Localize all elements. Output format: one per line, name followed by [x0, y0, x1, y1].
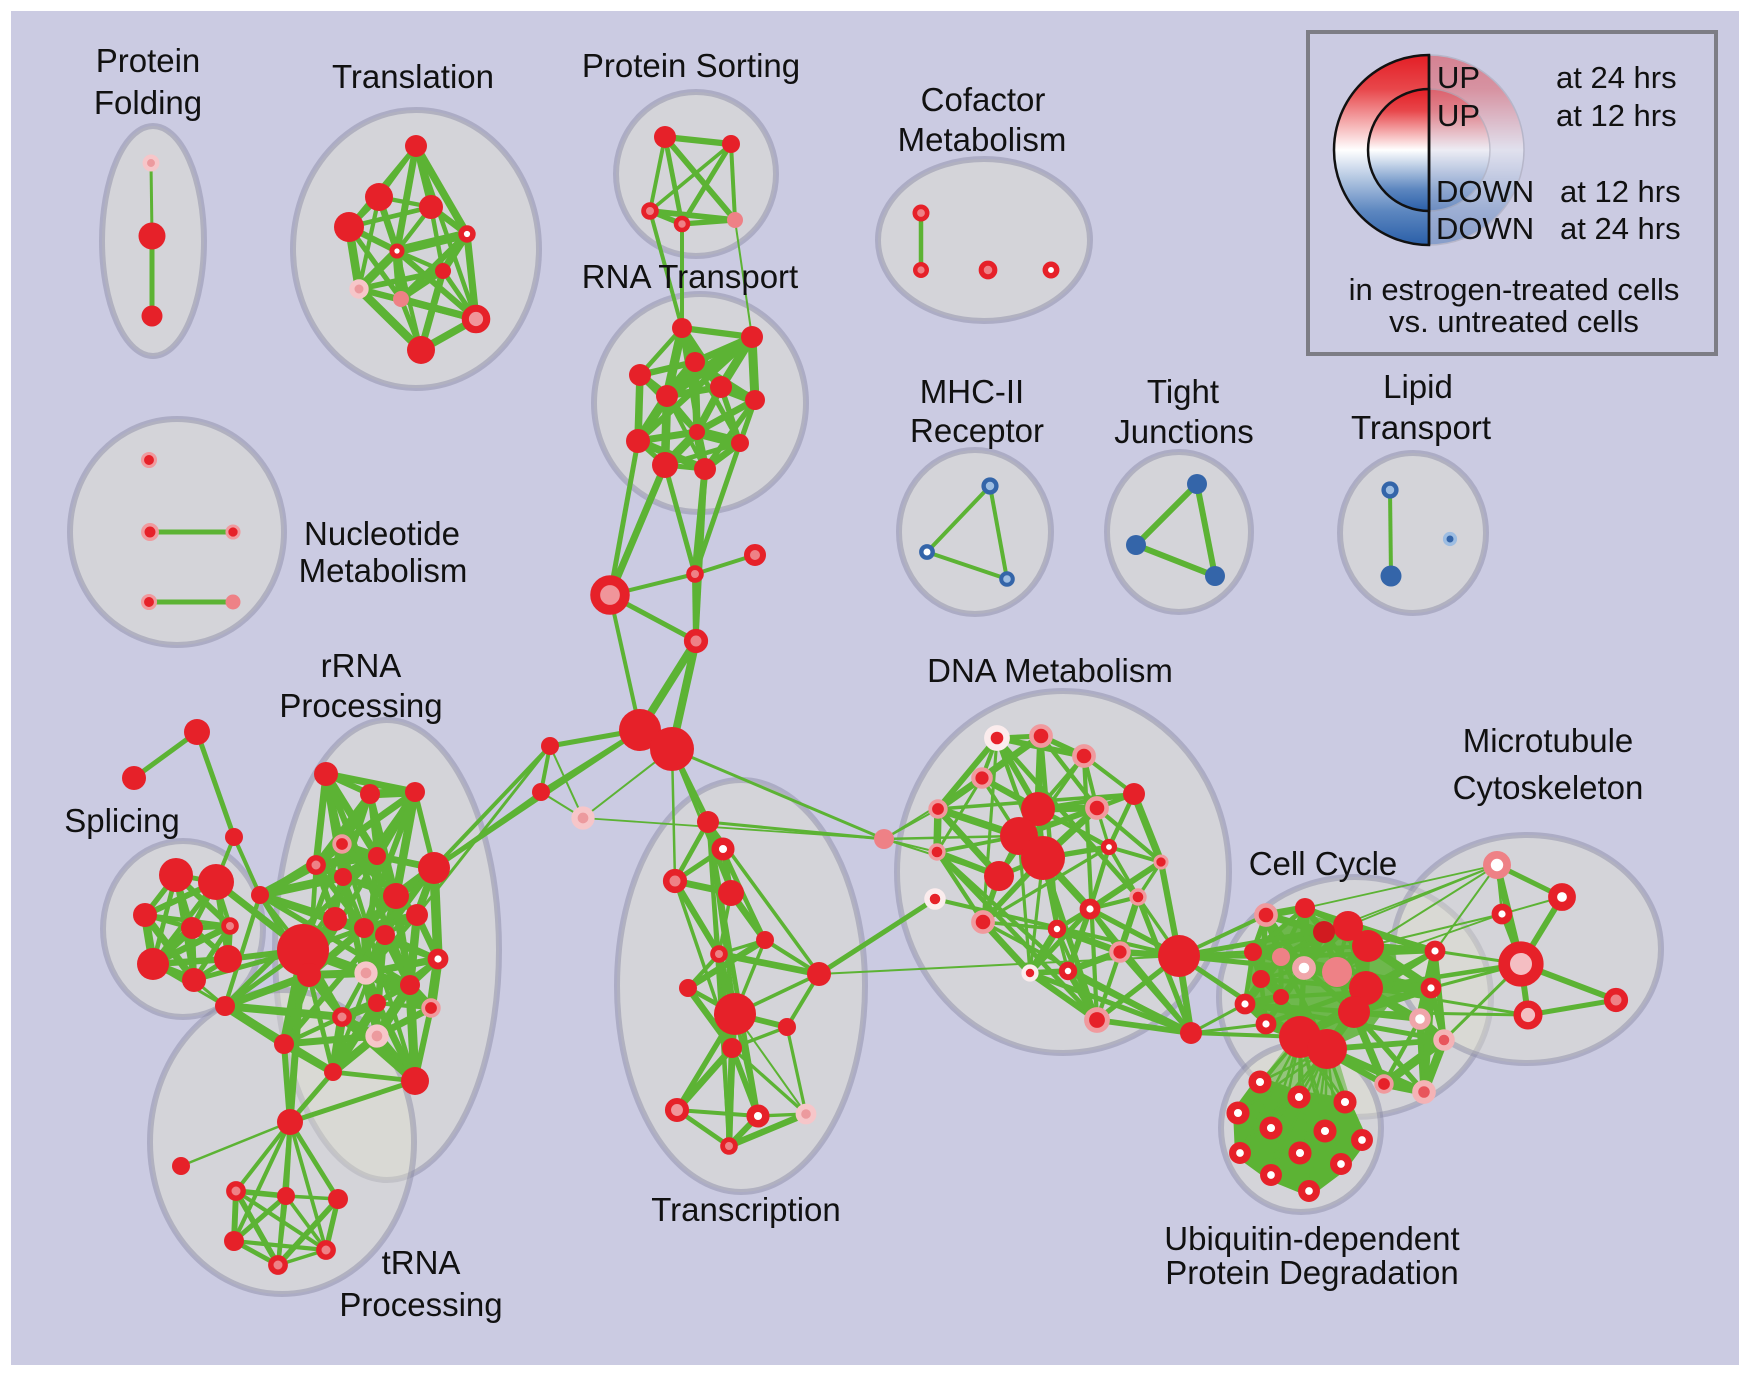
svg-text:rRNA: rRNA [321, 647, 402, 684]
svg-text:Ubiquitin-dependent: Ubiquitin-dependent [1164, 1220, 1459, 1257]
svg-text:Microtubule: Microtubule [1463, 722, 1634, 759]
svg-text:Cofactor: Cofactor [921, 81, 1046, 118]
svg-text:at 24 hrs: at 24 hrs [1556, 60, 1677, 95]
svg-text:Tight: Tight [1147, 373, 1219, 410]
svg-text:MHC-II: MHC-II [920, 373, 1024, 410]
svg-text:vs. untreated cells: vs. untreated cells [1389, 304, 1639, 339]
svg-text:Metabolism: Metabolism [299, 552, 468, 589]
svg-text:DOWN: DOWN [1436, 211, 1534, 246]
svg-text:at 12 hrs: at 12 hrs [1560, 174, 1681, 209]
svg-text:DOWN: DOWN [1436, 174, 1534, 209]
svg-text:Folding: Folding [94, 84, 202, 121]
svg-text:Protein Degradation: Protein Degradation [1165, 1254, 1459, 1291]
svg-text:Translation: Translation [332, 58, 494, 95]
svg-text:Protein: Protein [96, 42, 201, 79]
svg-text:Splicing: Splicing [64, 802, 180, 839]
svg-text:in estrogen-treated cells: in estrogen-treated cells [1349, 272, 1680, 307]
svg-text:Processing: Processing [279, 687, 442, 724]
svg-text:UP: UP [1437, 98, 1480, 133]
svg-text:Receptor: Receptor [910, 412, 1044, 449]
svg-text:Protein Sorting: Protein Sorting [582, 47, 800, 84]
svg-text:Transcription: Transcription [651, 1191, 841, 1228]
svg-text:UP: UP [1437, 60, 1480, 95]
svg-text:at 12 hrs: at 12 hrs [1556, 98, 1677, 133]
svg-text:at 24 hrs: at 24 hrs [1560, 211, 1681, 246]
svg-text:Junctions: Junctions [1114, 413, 1253, 450]
svg-text:Metabolism: Metabolism [898, 121, 1067, 158]
svg-text:Nucleotide: Nucleotide [304, 515, 460, 552]
svg-text:Lipid: Lipid [1383, 368, 1453, 405]
svg-text:Cytoskeleton: Cytoskeleton [1453, 769, 1644, 806]
svg-text:DNA Metabolism: DNA Metabolism [927, 652, 1173, 689]
svg-text:Processing: Processing [339, 1286, 502, 1323]
svg-text:Cell Cycle: Cell Cycle [1249, 845, 1398, 882]
svg-text:Transport: Transport [1351, 409, 1491, 446]
svg-text:tRNA: tRNA [382, 1244, 461, 1281]
svg-text:RNA Transport: RNA Transport [582, 258, 798, 295]
